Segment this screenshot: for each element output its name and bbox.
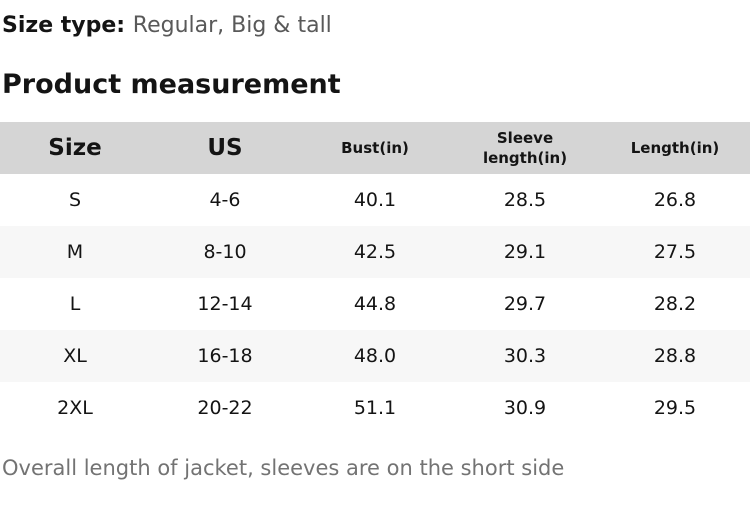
product-measurement-page: Size type: Regular, Big & tall Product m… bbox=[0, 12, 750, 481]
column-header-size: Size bbox=[0, 122, 150, 174]
cell-us: 16-18 bbox=[197, 345, 253, 368]
cell-sleeve-length-in: 29.7 bbox=[503, 293, 547, 316]
cell-sleeve-length-in: 30.9 bbox=[503, 397, 547, 420]
cell-sleeve-length-in: 30.3 bbox=[503, 345, 547, 368]
cell-bust-in: 42.5 bbox=[353, 241, 397, 264]
column-header-label: US bbox=[207, 135, 243, 162]
footnote: Overall length of jacket, sleeves are on… bbox=[2, 456, 565, 481]
cell-size: M bbox=[66, 241, 84, 264]
column-header-label: Size bbox=[48, 135, 102, 162]
cell-length-in: 28.2 bbox=[653, 293, 697, 316]
size-chart-table: Size US Bust(in) Sleeve length(in) Length(in… bbox=[0, 122, 750, 435]
cell-size: S bbox=[68, 189, 82, 212]
column-header-sleeve-length-in: Sleeve length(in) bbox=[450, 122, 600, 174]
section-title: Product measurement bbox=[2, 68, 341, 100]
column-header-length-in: Length(in) bbox=[600, 122, 750, 174]
column-header-us: US bbox=[150, 122, 300, 174]
size-type-value: Regular, Big & tall bbox=[132, 13, 332, 38]
cell-us: 12-14 bbox=[197, 293, 253, 316]
size-type-label: Size type: bbox=[2, 13, 126, 38]
cell-length-in: 28.8 bbox=[653, 345, 697, 368]
table-row-s: S 4-6 40.1 28.5 26.8 bbox=[0, 174, 750, 227]
cell-sleeve-length-in: 29.1 bbox=[503, 241, 547, 264]
table-row-l: L 12-14 44.8 29.7 28.2 bbox=[0, 278, 750, 331]
table-row-xl: XL 16-18 48.0 30.3 28.8 bbox=[0, 330, 750, 383]
table-row-2xl: 2XL 20-22 51.1 30.9 29.5 bbox=[0, 382, 750, 435]
cell-length-in: 26.8 bbox=[653, 189, 697, 212]
cell-bust-in: 48.0 bbox=[353, 345, 397, 368]
cell-size: L bbox=[69, 293, 81, 316]
column-header-label: Bust(in) bbox=[341, 139, 409, 158]
cell-size: XL bbox=[63, 345, 87, 368]
column-header-label: Length(in) bbox=[630, 139, 720, 158]
cell-bust-in: 44.8 bbox=[353, 293, 397, 316]
cell-bust-in: 40.1 bbox=[353, 189, 397, 212]
cell-us: 8-10 bbox=[203, 241, 247, 264]
size-type-line: Size type: Regular, Big & tall bbox=[2, 12, 750, 40]
cell-us: 20-22 bbox=[197, 397, 253, 420]
cell-length-in: 27.5 bbox=[653, 241, 697, 264]
cell-size: 2XL bbox=[57, 397, 93, 420]
size-chart-header: Size US Bust(in) Sleeve length(in) Length(in… bbox=[0, 122, 750, 175]
cell-us: 4-6 bbox=[209, 189, 241, 212]
table-header-row: Size US Bust(in) Sleeve length(in) Length(in… bbox=[0, 122, 750, 175]
cell-bust-in: 51.1 bbox=[353, 397, 397, 420]
cell-length-in: 29.5 bbox=[653, 397, 697, 420]
table-row-m: M 8-10 42.5 29.1 27.5 bbox=[0, 226, 750, 279]
column-header-label: Sleeve length(in) bbox=[482, 128, 568, 168]
cell-sleeve-length-in: 28.5 bbox=[503, 189, 547, 212]
size-chart-body: S 4-6 40.1 28.5 26.8 M 8-10 42.5 29.1 27.5 L 12-14 4… bbox=[0, 174, 750, 435]
column-header-bust-in: Bust(in) bbox=[300, 122, 450, 174]
